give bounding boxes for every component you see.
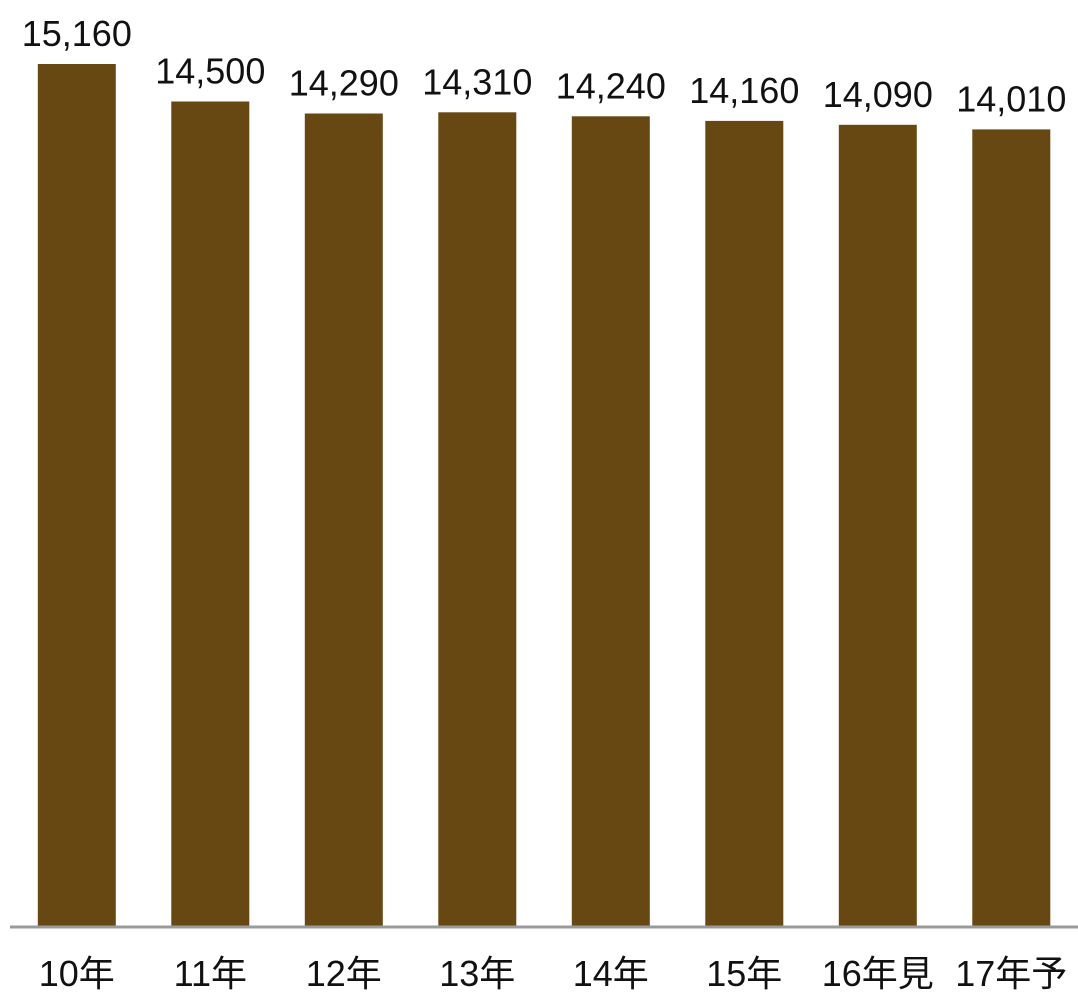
bar-4 — [571, 116, 650, 927]
bar-value-label: 14,160 — [689, 70, 799, 111]
bar-value-label: 14,500 — [155, 51, 265, 92]
value-labels-group: 15,160 14,500 14,290 14,310 14,240 14,160 14,0… — [22, 13, 1067, 119]
category-label: 13年 — [439, 953, 515, 994]
bar-value-label: 14,290 — [289, 63, 399, 104]
category-label: 17年予 — [955, 953, 1067, 994]
category-label: 15年 — [706, 953, 782, 994]
bar-value-label: 14,090 — [823, 74, 933, 115]
bar-7 — [972, 129, 1051, 926]
bar-value-label: 14,010 — [956, 78, 1066, 119]
category-label: 14年 — [573, 953, 649, 994]
bar-5 — [705, 120, 784, 926]
category-label: 16年見 — [822, 953, 934, 994]
category-label: 12年 — [306, 953, 382, 994]
bar-6 — [838, 124, 917, 927]
bar-value-label: 15,160 — [22, 13, 132, 54]
bar-2 — [304, 113, 383, 926]
category-label: 11年 — [174, 953, 247, 994]
bar-0 — [37, 64, 116, 926]
category-label: 10年 — [39, 953, 115, 994]
bar-value-label: 14,310 — [422, 61, 532, 102]
bar-3 — [438, 112, 517, 927]
bar-value-label: 14,240 — [556, 65, 666, 106]
category-labels-group: 10年 11年 12年 13年 14年 15年 16年見 17年予 — [39, 953, 1068, 994]
bar-1 — [171, 101, 250, 926]
bars-group — [37, 64, 1051, 927]
